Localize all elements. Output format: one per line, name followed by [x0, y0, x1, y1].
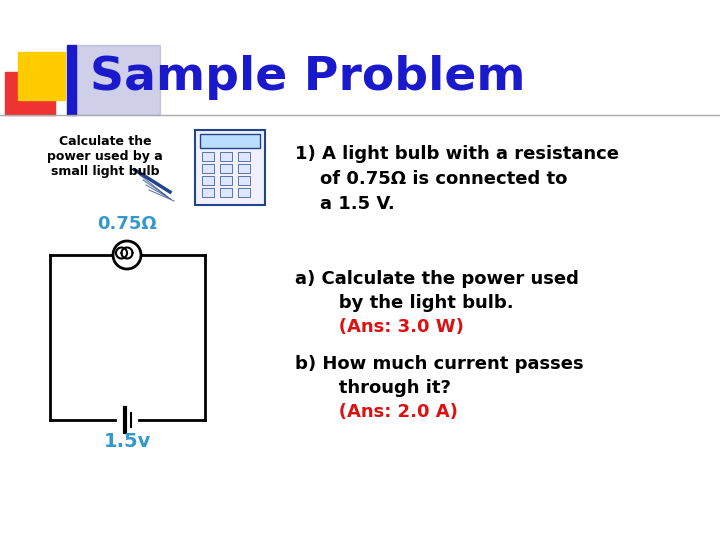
Text: of 0.75Ω is connected to: of 0.75Ω is connected to: [295, 170, 567, 188]
Bar: [195, 130, 265, 205]
Polygon shape: [5, 72, 55, 115]
Polygon shape: [67, 45, 76, 115]
Bar: [220, 176, 232, 185]
Circle shape: [113, 241, 141, 269]
Text: (Ans: 3.0 W): (Ans: 3.0 W): [295, 318, 464, 336]
Bar: [238, 152, 250, 161]
Bar: [202, 164, 214, 173]
Bar: [220, 188, 232, 197]
Text: 1.5v: 1.5v: [103, 432, 150, 451]
Text: a 1.5 V.: a 1.5 V.: [295, 195, 395, 213]
Bar: [202, 188, 214, 197]
Text: 1) A light bulb with a resistance: 1) A light bulb with a resistance: [295, 145, 619, 163]
Bar: [238, 164, 250, 173]
Polygon shape: [18, 52, 65, 100]
Bar: [200, 134, 260, 148]
Bar: [238, 188, 250, 197]
Polygon shape: [76, 45, 160, 115]
Text: b) How much current passes: b) How much current passes: [295, 355, 584, 373]
Text: through it?: through it?: [295, 379, 451, 397]
Bar: [238, 176, 250, 185]
Text: a) Calculate the power used: a) Calculate the power used: [295, 270, 579, 288]
Bar: [202, 152, 214, 161]
Text: Sample Problem: Sample Problem: [90, 55, 526, 100]
Bar: [220, 164, 232, 173]
Bar: [220, 152, 232, 161]
Text: (Ans: 2.0 A): (Ans: 2.0 A): [295, 403, 458, 421]
Text: by the light bulb.: by the light bulb.: [295, 294, 513, 312]
Bar: [202, 176, 214, 185]
Text: 0.75Ω: 0.75Ω: [97, 215, 157, 233]
Text: Calculate the
power used by a
small light bulb: Calculate the power used by a small ligh…: [47, 135, 163, 178]
